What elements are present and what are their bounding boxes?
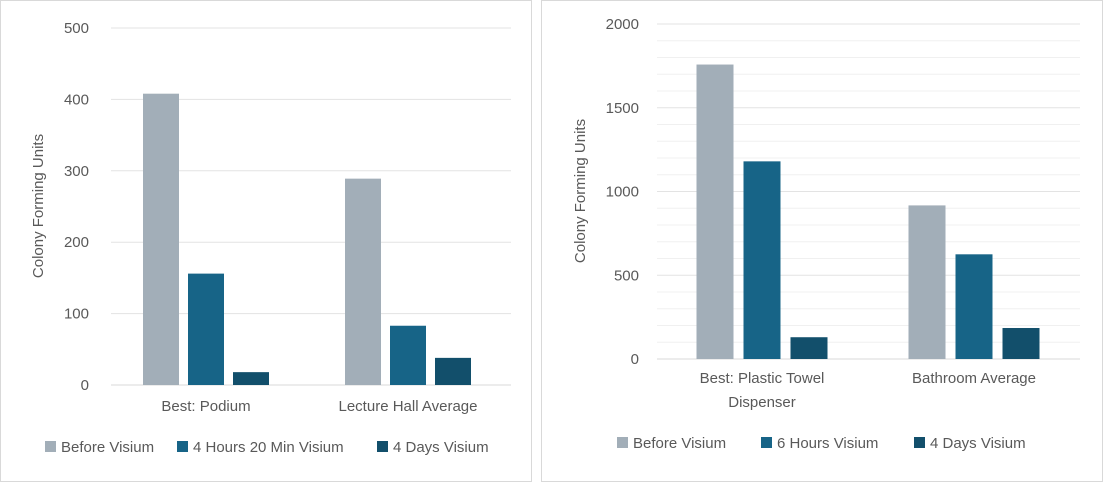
bar xyxy=(908,205,946,359)
legend-swatch xyxy=(45,441,56,452)
y-tick-label: 400 xyxy=(64,91,89,108)
bar xyxy=(955,254,993,359)
y-tick-label: 1000 xyxy=(606,184,639,201)
category-label: Dispenser xyxy=(728,394,796,411)
legend-swatch xyxy=(177,441,188,452)
bar xyxy=(790,337,828,359)
bar xyxy=(345,178,381,385)
y-tick-label: 0 xyxy=(81,377,89,394)
category-label: Bathroom Average xyxy=(912,370,1036,387)
bar xyxy=(435,357,471,385)
bar xyxy=(696,64,734,359)
bar xyxy=(188,273,224,385)
legend-label: 4 Days Visium xyxy=(930,435,1026,452)
chart-panel-right: 0 500 1000 1500 2000 Colony Forming Units Best… xyxy=(541,0,1103,482)
legend-label: Before Visium xyxy=(633,435,726,452)
category-label: Best: Podium xyxy=(161,398,250,415)
chart-right: 0 500 1000 1500 2000 Colony Forming Units Best… xyxy=(572,16,1080,452)
bar xyxy=(143,93,179,386)
chart-panel-left: 0 100 200 300 400 500 Colony Forming Units Best… xyxy=(0,0,532,482)
category-label: Lecture Hall Average xyxy=(339,398,478,415)
y-axis-label: Colony Forming Units xyxy=(30,134,47,278)
y-tick-label: 300 xyxy=(64,163,89,180)
y-tick-label: 100 xyxy=(64,306,89,323)
y-tick-label: 0 xyxy=(631,351,639,368)
legend-label: Before Visium xyxy=(61,439,154,456)
bar xyxy=(233,372,269,385)
y-tick-label: 200 xyxy=(64,234,89,251)
category-label: Best: Plastic Towel xyxy=(700,370,825,387)
legend-label: 6 Hours Visium xyxy=(777,435,878,452)
legend-swatch xyxy=(914,437,925,448)
y-tick-label: 1500 xyxy=(606,100,639,117)
legend-swatch xyxy=(377,441,388,452)
legend-swatch xyxy=(617,437,628,448)
chart-left: 0 100 200 300 400 500 Colony Forming Units Best… xyxy=(30,20,511,456)
legend-label: 4 Days Visium xyxy=(393,439,489,456)
bar xyxy=(743,161,781,359)
y-tick-label: 500 xyxy=(614,267,639,284)
legend-swatch xyxy=(761,437,772,448)
y-axis-label: Colony Forming Units xyxy=(572,119,589,263)
y-tick-label: 2000 xyxy=(606,16,639,33)
legend-label: 4 Hours 20 Min Visium xyxy=(193,439,344,456)
y-tick-label: 500 xyxy=(64,20,89,37)
bar xyxy=(1002,328,1040,359)
bar xyxy=(390,325,426,385)
